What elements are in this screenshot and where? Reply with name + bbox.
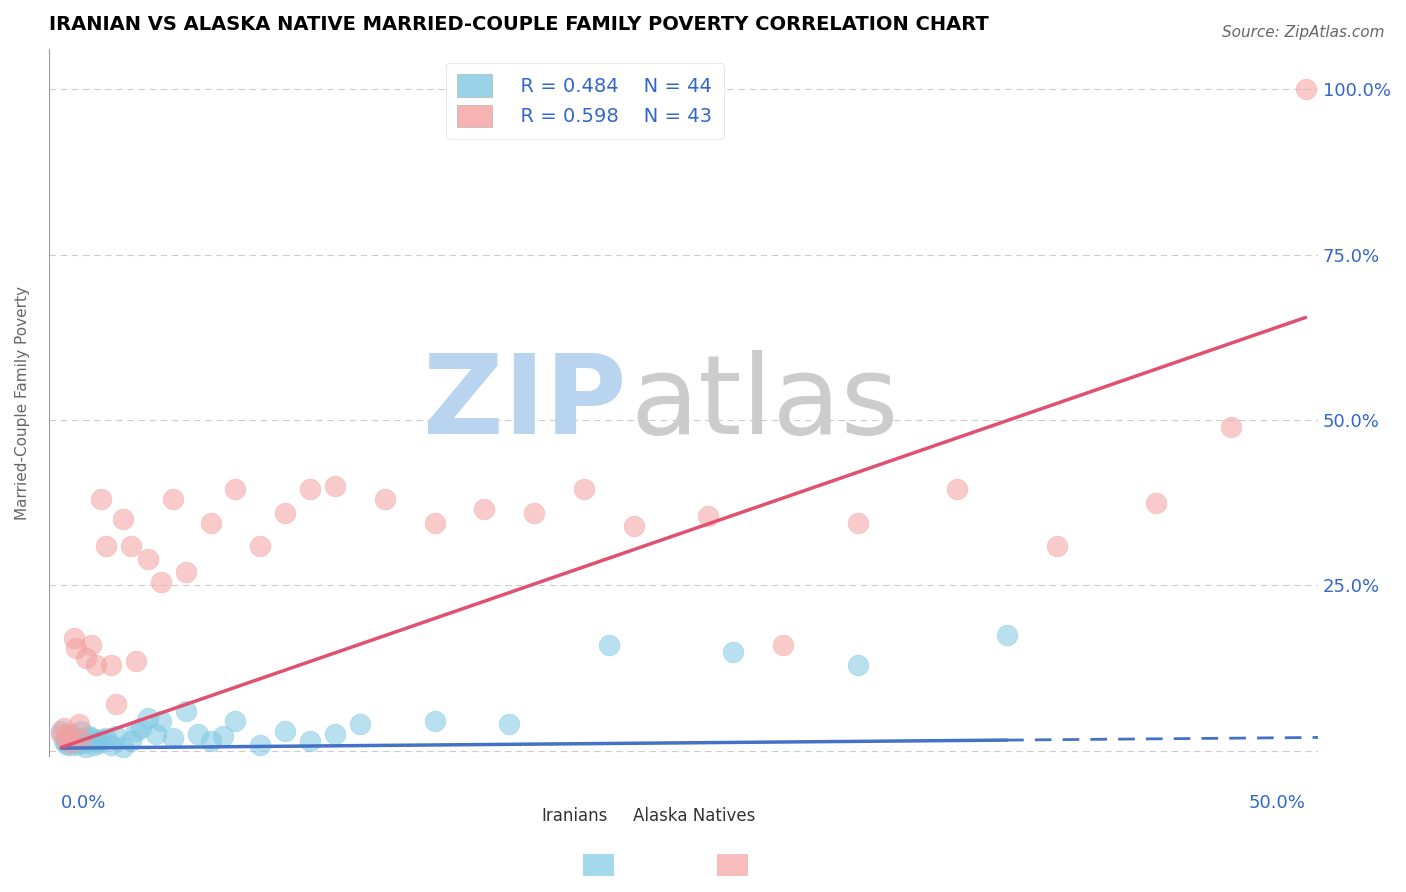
Point (200, 734, 222, 748)
Point (721, 644, 744, 658)
Point (100, 739, 122, 753)
Point (174, 565, 197, 579)
Point (1144, 496, 1167, 510)
Point (423, 714, 446, 728)
Point (299, 734, 322, 748)
Point (200, 516, 222, 530)
Point (174, 704, 197, 718)
Point (129, 721, 152, 735)
Point (62, 632, 84, 646)
Point (83, 739, 105, 753)
Text: 0.0%: 0.0% (62, 794, 107, 812)
Text: 50.0%: 50.0% (1249, 794, 1306, 812)
Point (120, 734, 142, 748)
Point (87, 736, 110, 750)
Point (104, 729, 127, 743)
Point (598, 638, 620, 652)
Point (90, 731, 112, 746)
Point (249, 739, 271, 753)
Point (249, 539, 271, 553)
Point (274, 723, 297, 738)
Point (75, 740, 97, 755)
Point (212, 729, 235, 743)
Text: IRANIAN VS ALASKA NATIVE MARRIED-COUPLE FAMILY POVERTY CORRELATION CHART: IRANIAN VS ALASKA NATIVE MARRIED-COUPLE … (49, 15, 988, 34)
Point (55, 737, 77, 751)
Point (104, 698, 127, 712)
Point (65, 641, 87, 656)
Text: Iranians: Iranians (541, 807, 607, 825)
Point (846, 657, 869, 672)
Point (374, 492, 396, 507)
Point (995, 628, 1018, 642)
Point (224, 714, 246, 728)
Point (136, 552, 159, 566)
Point (52, 721, 75, 735)
Point (84, 734, 107, 748)
Text: Source: ZipAtlas.com: Source: ZipAtlas.com (1222, 25, 1385, 40)
Point (846, 516, 869, 530)
Point (323, 479, 346, 493)
Point (62, 736, 84, 750)
Point (100, 657, 122, 672)
Point (523, 506, 546, 520)
Point (58, 739, 80, 753)
Point (94, 731, 117, 745)
Point (52, 734, 75, 748)
Point (697, 508, 720, 523)
Text: Alaska Natives: Alaska Natives (633, 807, 755, 825)
Point (67, 731, 90, 746)
Point (623, 518, 645, 533)
Text: ZIP: ZIP (423, 350, 626, 457)
Point (125, 723, 148, 738)
Point (323, 727, 346, 741)
Point (423, 516, 446, 530)
Legend:   R = 0.484    N = 44,   R = 0.598    N = 43: R = 0.484 N = 44, R = 0.598 N = 43 (446, 62, 724, 139)
Point (1046, 539, 1069, 553)
Point (274, 506, 297, 520)
Point (224, 483, 246, 497)
Point (946, 483, 969, 497)
Point (472, 502, 495, 516)
Point (51, 727, 73, 741)
Point (72, 736, 94, 750)
Point (84, 657, 107, 672)
Point (162, 731, 184, 745)
Point (125, 655, 148, 669)
Point (77, 729, 100, 743)
Point (51, 723, 73, 738)
Point (80, 731, 103, 745)
Point (162, 492, 184, 507)
Point (120, 539, 142, 553)
Point (136, 711, 159, 725)
Point (90, 492, 112, 507)
Point (112, 740, 135, 755)
Point (299, 483, 322, 497)
Point (145, 727, 167, 741)
Y-axis label: Married-Couple Family Poverty: Married-Couple Family Poverty (15, 286, 30, 520)
Point (70, 723, 93, 738)
Point (60, 736, 83, 750)
Point (58, 727, 80, 741)
Point (94, 539, 117, 553)
Point (60, 727, 83, 741)
Text: atlas: atlas (630, 350, 898, 457)
Point (80, 638, 103, 652)
Point (1220, 419, 1243, 434)
Point (75, 651, 97, 665)
Point (112, 512, 135, 526)
Point (65, 739, 87, 753)
Point (187, 727, 209, 741)
Point (572, 483, 595, 497)
Point (67, 717, 90, 731)
Point (498, 717, 520, 731)
Point (55, 731, 77, 746)
Point (349, 717, 371, 731)
Point (772, 638, 794, 652)
Point (149, 714, 172, 728)
Point (1295, 82, 1317, 96)
Point (70, 731, 93, 746)
Point (149, 575, 172, 590)
